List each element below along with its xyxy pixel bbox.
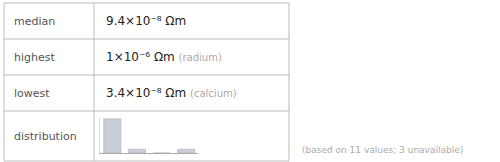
svg-text:distribution: distribution (14, 130, 77, 143)
svg-text:median: median (14, 15, 55, 28)
svg-text:lowest: lowest (14, 87, 50, 100)
svg-text:3.4×10⁻⁸ Ωm (calcium): 3.4×10⁻⁸ Ωm (calcium) (106, 86, 237, 100)
svg-text:1×10⁻⁶ Ωm (radium): 1×10⁻⁶ Ωm (radium) (106, 50, 222, 64)
svg-text:(based on 11 values; 3 unavail: (based on 11 values; 3 unavailable) (302, 145, 463, 155)
svg-text:highest: highest (14, 51, 55, 64)
svg-text:9.4×10⁻⁸ Ωm: 9.4×10⁻⁸ Ωm (106, 14, 186, 28)
